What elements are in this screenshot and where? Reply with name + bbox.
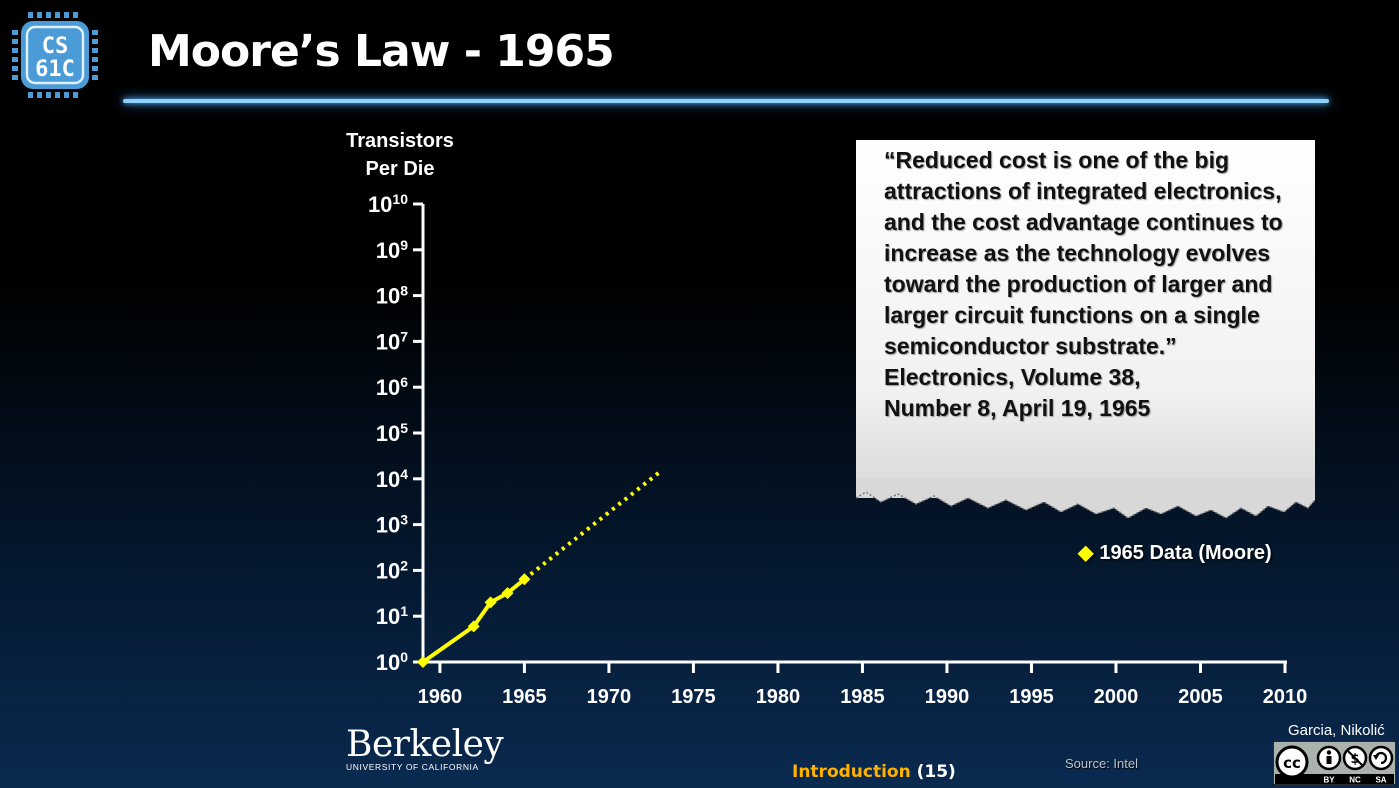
cc-by-label: BY bbox=[1323, 776, 1335, 785]
quote-body: “Reduced cost is one of the big attracti… bbox=[884, 147, 1283, 359]
nc-icon: $ bbox=[1342, 745, 1368, 771]
y-tick-label-1: 101 bbox=[376, 603, 408, 629]
slide-title: Moore’s Law - 1965 bbox=[148, 26, 615, 77]
source-note: Source: Intel bbox=[1065, 756, 1138, 771]
berkeley-logo: Berkeley UNIVERSITY OF CALIFORNIA bbox=[346, 724, 504, 773]
x-tick-label-8: 2000 bbox=[1094, 686, 1139, 708]
x-tick-label-9: 2005 bbox=[1178, 686, 1223, 708]
berkeley-subline: UNIVERSITY OF CALIFORNIA bbox=[346, 762, 479, 772]
y-tick-label-5: 105 bbox=[376, 420, 408, 446]
y-axis-label-line-2: Per Die bbox=[365, 158, 435, 180]
y-tick-label-7: 107 bbox=[376, 328, 408, 354]
x-tick-label-5: 1985 bbox=[840, 686, 885, 708]
cc-icon: cc bbox=[1275, 745, 1309, 779]
authors-credit: Garcia, Nikolić bbox=[1288, 722, 1385, 739]
chart-legend: ◆ 1965 Data (Moore) bbox=[1078, 540, 1272, 565]
x-tick-label-4: 1980 bbox=[756, 686, 801, 708]
title-underline bbox=[123, 99, 1329, 103]
chip-pins bbox=[12, 12, 98, 98]
footer-page-number: (15) bbox=[916, 762, 956, 782]
y-axis-label: Transistors Per Die bbox=[320, 127, 480, 183]
sa-icon bbox=[1368, 745, 1394, 771]
y-tick-label-2: 102 bbox=[376, 557, 408, 583]
by-icon bbox=[1316, 745, 1342, 771]
y-tick-label-0: 100 bbox=[376, 649, 408, 675]
x-tick-label-10: 2010 bbox=[1263, 686, 1308, 708]
logo-text-61c: 61C bbox=[35, 57, 75, 82]
quote-text-block: “Reduced cost is one of the big attracti… bbox=[884, 145, 1304, 424]
y-tick-label-10: 1010 bbox=[368, 191, 408, 217]
diamond-marker-icon: ◆ bbox=[1078, 542, 1094, 564]
cc-sa-label: SA bbox=[1375, 776, 1386, 785]
footer-section-name: Introduction bbox=[792, 762, 911, 782]
y-tick-label-4: 104 bbox=[376, 466, 408, 492]
x-tick-label-6: 1990 bbox=[925, 686, 970, 708]
y-tick-group: 100 101 102 103 104 105 106 107 108 109 1010 bbox=[368, 191, 423, 675]
quote-citation-line-1: Electronics, Volume 38, bbox=[884, 364, 1141, 390]
quote-card bbox=[856, 140, 1315, 498]
trend-extrapolation-line bbox=[523, 470, 661, 581]
data-point-1963 bbox=[484, 596, 497, 609]
y-tick-label-8: 108 bbox=[376, 283, 408, 309]
y-tick-label-6: 106 bbox=[376, 374, 408, 400]
berkeley-wordmark: Berkeley bbox=[346, 724, 504, 765]
data-point-1964 bbox=[501, 587, 514, 600]
creative-commons-license-badge: cc $ BY NC SA bbox=[1273, 741, 1396, 785]
x-tick-label-7: 1995 bbox=[1009, 686, 1054, 708]
logo-text-cs: CS bbox=[42, 34, 69, 59]
quote-card-torn-edge bbox=[856, 478, 1315, 519]
cc-nc-label: NC bbox=[1349, 776, 1361, 785]
x-tick-label-3: 1975 bbox=[671, 686, 716, 708]
data-point-1959 bbox=[417, 656, 429, 668]
y-axis-label-line-1: Transistors bbox=[346, 130, 454, 152]
svg-text:cc: cc bbox=[1283, 754, 1301, 772]
y-tick-label-3: 103 bbox=[376, 512, 408, 538]
x-tick-group: 1960 1965 1970 1975 1980 1985 1990 1995 2000 2005… bbox=[418, 662, 1308, 708]
svg-text:$: $ bbox=[1350, 752, 1359, 767]
cs61c-logo: CS 61C bbox=[12, 12, 98, 98]
x-tick-label-1: 1965 bbox=[502, 686, 547, 708]
data-point-1962 bbox=[467, 620, 480, 633]
x-tick-label-0: 1960 bbox=[418, 686, 463, 708]
x-tick-label-2: 1970 bbox=[587, 686, 632, 708]
y-tick-label-9: 109 bbox=[376, 237, 408, 263]
series-layer bbox=[417, 470, 661, 668]
quote-citation-line-2: Number 8, April 19, 1965 bbox=[884, 395, 1151, 421]
slide-footer: Introduction (15) bbox=[792, 762, 956, 782]
legend-label: 1965 Data (Moore) bbox=[1099, 542, 1272, 564]
